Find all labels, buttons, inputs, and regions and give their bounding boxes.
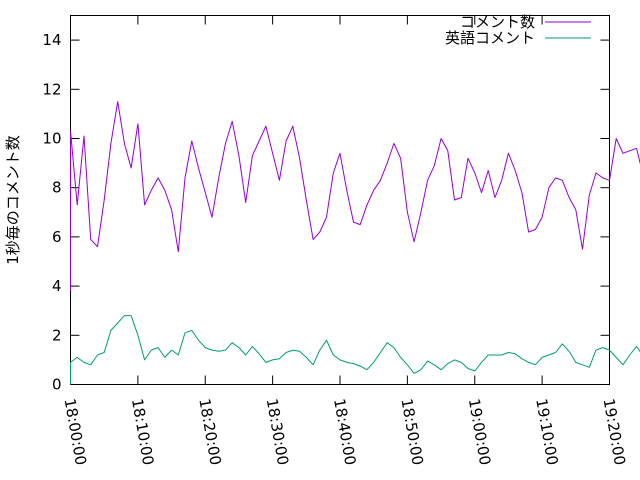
x-tick-label: 18:10:00 (128, 397, 157, 466)
x-tick-label: 18:20:00 (195, 397, 224, 466)
x-tick-label: 18:50:00 (397, 397, 426, 466)
y-tick-label: 8 (52, 179, 62, 197)
x-tick-label: 19:10:00 (532, 397, 561, 466)
x-tick-label: 19:20:00 (600, 397, 629, 466)
y-tick-label: 2 (52, 326, 62, 344)
series-line-1 (70, 101, 640, 291)
y-tick-label: 10 (42, 130, 61, 148)
plot-frame (70, 15, 610, 385)
y-tick-label: 12 (42, 80, 61, 98)
legend-label-2: 英語コメント (445, 29, 535, 47)
y-tick-label: 14 (42, 31, 61, 49)
y-tick-label: 0 (52, 376, 62, 394)
series-layer (70, 101, 640, 385)
ticks-layer: 0 2 4 6 8 10 12 14 18:00:00 18:10:00 18:20:00 18:30… (42, 15, 629, 467)
x-tick-label: 18:00:00 (61, 397, 90, 466)
legend-label-1: コメント数 (460, 13, 535, 31)
x-tick-label: 18:30:00 (263, 397, 292, 466)
y-tick-label: 6 (52, 228, 62, 246)
series-line-2 (70, 315, 640, 385)
plot-border (70, 15, 610, 385)
y-tick-label: 4 (52, 277, 62, 295)
y-axis-label: 1秒毎のコメント数 (4, 135, 22, 265)
x-tick-label: 18:40:00 (330, 397, 359, 466)
x-tick-label: 19:00:00 (465, 397, 494, 466)
